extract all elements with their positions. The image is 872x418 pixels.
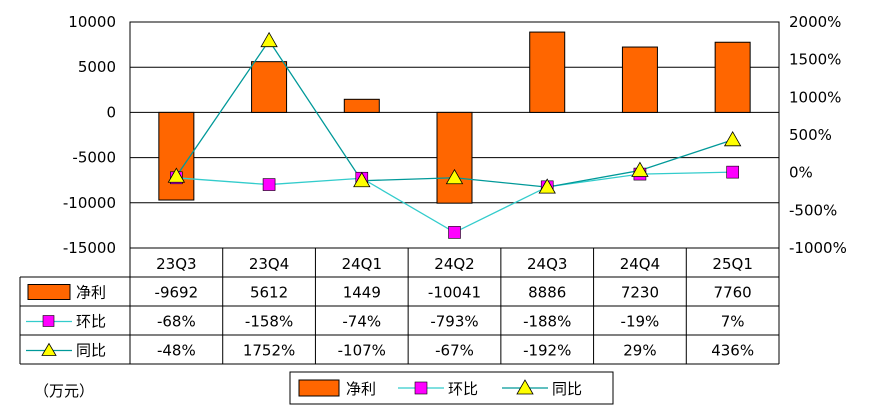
legend-key-bar xyxy=(298,379,340,397)
y-left-tick-label: -10000 xyxy=(63,194,116,212)
x-tick-label: 23Q4 xyxy=(249,255,289,273)
marker-triangle xyxy=(353,171,371,188)
axes: 10000 5000 0 -5000 -10000 -15000 2000% 1500% 100… xyxy=(63,13,847,257)
table-key-bar xyxy=(27,284,71,300)
x-tick-label: 24Q1 xyxy=(342,255,382,273)
y-right-tick-label: 1000% xyxy=(789,88,841,106)
plot-border xyxy=(129,21,780,249)
data-table: 23Q3 23Q4 24Q1 24Q2 24Q3 24Q4 25Q1 净利 -9692 5612 1… xyxy=(19,248,780,365)
table-cell: -793% xyxy=(430,313,478,331)
legend: 净利 环比 同比 xyxy=(289,371,614,405)
legend-key-square xyxy=(414,381,428,395)
table-cell: 1449 xyxy=(343,284,381,302)
bar-24Q3 xyxy=(529,31,566,113)
table-cell: 1752% xyxy=(243,342,295,360)
y-left-tick-label: 5000 xyxy=(78,58,116,76)
table-cell: -67% xyxy=(435,342,474,360)
y-right-tick-label: 2000% xyxy=(789,13,841,31)
y-left-tick-label: 0 xyxy=(106,103,116,121)
table-cell: 29% xyxy=(623,342,656,360)
table-key-square xyxy=(42,315,55,327)
y-right-tick-label: -1000% xyxy=(789,239,847,257)
legend-label: 环比 xyxy=(448,380,478,398)
y-right-tick-label: 1500% xyxy=(789,51,841,69)
table-cell: -19% xyxy=(621,313,660,331)
table-cell: 7% xyxy=(721,313,745,331)
x-tick-label: 23Q3 xyxy=(156,255,196,273)
table-cell: -10041 xyxy=(428,284,481,302)
y-right-tick-label: -500% xyxy=(789,201,837,219)
bar-23Q3 xyxy=(158,111,195,201)
table-cell: -188% xyxy=(523,313,571,331)
table-cell: -74% xyxy=(342,313,381,331)
line-series xyxy=(167,31,742,239)
table-cell: -48% xyxy=(157,342,196,360)
table-key-triangle xyxy=(41,342,57,356)
table-cell: 5612 xyxy=(250,284,288,302)
marker-square xyxy=(262,178,276,191)
bar-24Q2 xyxy=(436,111,473,204)
bar-23Q4 xyxy=(251,61,288,113)
legend-box xyxy=(289,371,614,405)
table-cell: -192% xyxy=(523,342,571,360)
table-series-name: 净利 xyxy=(76,284,106,302)
marker-square xyxy=(448,226,461,239)
x-tick-label: 24Q3 xyxy=(527,255,567,273)
marker-square xyxy=(726,165,739,179)
bar-24Q1 xyxy=(343,98,380,113)
table-cell: 7230 xyxy=(621,284,659,302)
y-right-tick-label: 0% xyxy=(789,164,813,182)
y-left-tick-label: -15000 xyxy=(63,239,116,257)
table-cell: -68% xyxy=(157,313,196,331)
bar-series xyxy=(158,31,751,204)
table-cell: -107% xyxy=(338,342,386,360)
bar-24Q4 xyxy=(621,46,658,113)
table-cell: 8886 xyxy=(528,284,566,302)
y-left-tick-label: 10000 xyxy=(68,13,116,31)
y-right-tick-label: 500% xyxy=(789,126,832,144)
table-cell: 436% xyxy=(711,342,754,360)
table-cell: 7760 xyxy=(714,284,752,302)
x-tick-label: 24Q4 xyxy=(620,255,660,273)
legend-label: 同比 xyxy=(552,380,582,398)
marker-triangle xyxy=(631,161,649,177)
marker-triangle xyxy=(723,131,742,147)
table-cell: -158% xyxy=(245,313,293,331)
y-left-tick-label: -5000 xyxy=(72,149,116,167)
table-series-name: 环比 xyxy=(76,313,106,331)
unit-note: （万元） xyxy=(34,382,95,400)
table-cell: -9692 xyxy=(155,284,199,302)
legend-label: 净利 xyxy=(346,380,376,398)
marker-triangle xyxy=(260,31,278,48)
table-series-name: 同比 xyxy=(76,342,106,360)
x-tick-label: 25Q1 xyxy=(712,255,752,273)
marker-triangle xyxy=(445,168,464,185)
marker-triangle xyxy=(167,167,186,183)
marker-triangle xyxy=(538,178,556,194)
legend-key-triangle xyxy=(516,379,534,395)
x-tick-label: 24Q2 xyxy=(434,255,474,273)
bar-25Q1 xyxy=(714,41,751,113)
